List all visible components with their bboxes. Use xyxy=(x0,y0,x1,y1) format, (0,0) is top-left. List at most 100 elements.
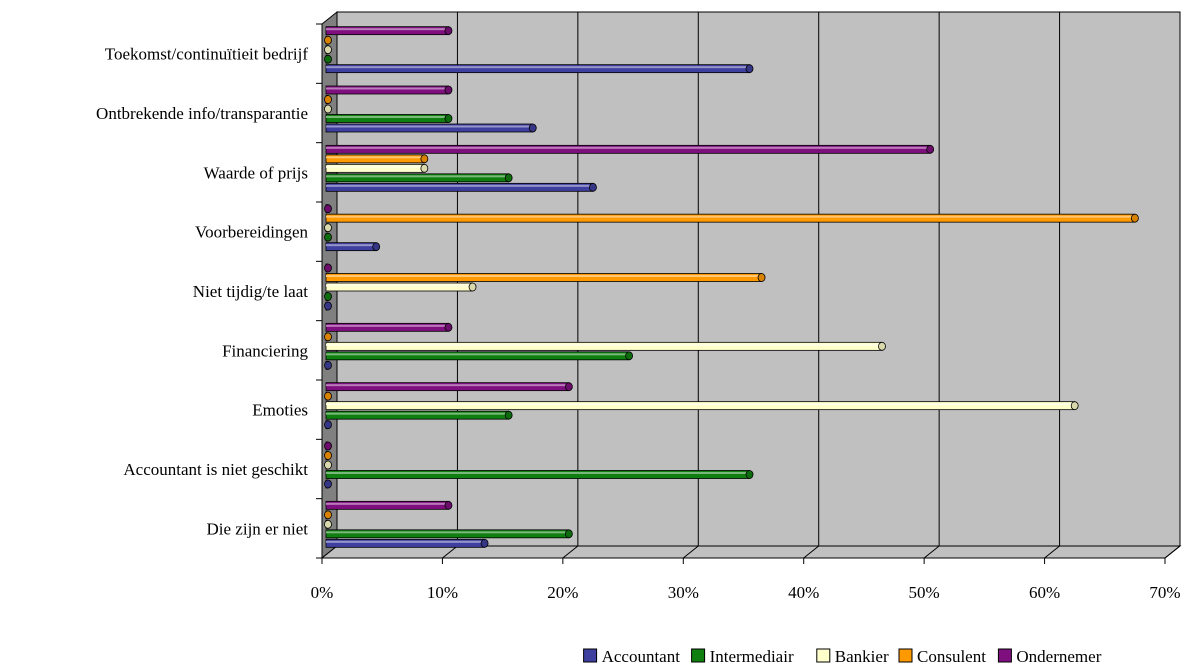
bar-cap xyxy=(324,232,332,242)
bar-cap xyxy=(625,351,633,361)
bar-highlight xyxy=(326,165,425,168)
bar xyxy=(325,85,453,95)
bar xyxy=(324,460,332,470)
bar-cap xyxy=(324,263,332,273)
bar-cap xyxy=(324,45,332,55)
bar-highlight xyxy=(326,343,882,346)
bar-body xyxy=(325,401,1076,411)
bar-cap xyxy=(324,301,332,311)
bar xyxy=(324,451,332,460)
bar-cap xyxy=(324,519,332,529)
bar-cap xyxy=(444,500,453,510)
x-tick-label: 50% xyxy=(909,583,940,602)
bar-cap xyxy=(324,510,332,520)
category-label: Waarde of prijs xyxy=(204,163,308,182)
bar-cap xyxy=(420,163,429,173)
bar-highlight xyxy=(326,156,425,159)
bar-highlight xyxy=(326,540,485,543)
bar-highlight xyxy=(326,28,449,31)
bar xyxy=(325,282,477,292)
legend-swatch xyxy=(691,648,706,663)
bar-body xyxy=(325,322,449,332)
bar xyxy=(324,391,332,401)
bar-cap xyxy=(324,292,332,301)
bar-cap xyxy=(480,538,489,548)
category-label: Ontbrekende info/transparantie xyxy=(96,104,308,123)
category-label: Die zijn er niet xyxy=(207,519,309,538)
legend-swatch xyxy=(898,648,913,663)
bar xyxy=(325,273,766,282)
legend-item: Bankier xyxy=(816,647,889,666)
bar xyxy=(325,382,573,392)
bar xyxy=(324,223,332,233)
legend-item: Consulent xyxy=(898,647,986,666)
bar xyxy=(325,26,453,36)
bar-body xyxy=(325,213,1136,223)
bar-cap xyxy=(504,410,513,420)
bar-cap xyxy=(324,420,332,430)
bar-cap xyxy=(1130,213,1139,223)
bar xyxy=(324,360,332,370)
bar-highlight xyxy=(326,284,473,287)
bar-body xyxy=(325,173,510,183)
bar-cap xyxy=(444,322,453,332)
x-tick-label: 40% xyxy=(788,583,819,602)
category-label: Niet tijdig/te laat xyxy=(193,282,308,301)
bar-body xyxy=(325,529,570,539)
bar xyxy=(324,420,332,430)
bar-body xyxy=(325,154,425,164)
bar-highlight xyxy=(326,244,377,247)
legend-swatch xyxy=(816,648,831,663)
bar-cap xyxy=(444,85,453,95)
legend-item: Intermediair xyxy=(691,647,794,666)
bar-highlight xyxy=(326,502,449,505)
bar-cap xyxy=(564,382,573,392)
floor-gridline xyxy=(442,545,458,559)
bar xyxy=(325,322,453,332)
x-tick-label: 10% xyxy=(427,583,458,602)
bar-cap xyxy=(324,95,332,104)
bar xyxy=(325,500,453,510)
legend-label: Bankier xyxy=(835,647,889,666)
bar-cap xyxy=(926,144,935,154)
bar-cap xyxy=(444,26,453,36)
bar-body xyxy=(325,382,570,392)
bar xyxy=(324,104,332,114)
bar xyxy=(324,232,332,242)
category-label: Accountant is niet geschikt xyxy=(123,460,308,479)
bar-cap xyxy=(745,64,754,74)
bar-highlight xyxy=(326,531,569,534)
bar xyxy=(324,204,332,214)
floor-gridline xyxy=(1164,545,1181,559)
bar-cap xyxy=(589,182,597,192)
x-tick-label: 60% xyxy=(1029,583,1060,602)
bar xyxy=(324,263,332,273)
legend-item: Ondernemer xyxy=(997,647,1102,666)
legend: Accountant Intermediair Bankier Consulent On… xyxy=(583,647,1102,666)
bar-cap xyxy=(324,460,332,470)
bar-cap xyxy=(324,223,332,233)
bar xyxy=(324,292,332,301)
floor-gridline xyxy=(923,545,940,559)
legend-swatch xyxy=(997,648,1012,663)
bar-cap xyxy=(324,360,332,370)
x-tick-label: 30% xyxy=(668,583,699,602)
legend-label: Intermediair xyxy=(710,647,794,666)
bar-cap xyxy=(324,35,332,45)
bar xyxy=(324,332,332,342)
bar-body xyxy=(325,182,594,192)
bar xyxy=(325,410,513,420)
bar-cap xyxy=(1070,401,1079,411)
bar-body xyxy=(325,64,750,74)
bar-cap xyxy=(757,273,766,282)
bar-highlight xyxy=(326,324,449,327)
bar-cap xyxy=(324,479,332,489)
bar-body xyxy=(325,282,473,292)
x-tick-label: 0% xyxy=(311,583,334,602)
bar-highlight xyxy=(326,275,762,277)
legend-swatch xyxy=(583,648,598,663)
bar xyxy=(325,154,429,164)
bar-body xyxy=(325,26,449,36)
bar xyxy=(324,95,332,104)
